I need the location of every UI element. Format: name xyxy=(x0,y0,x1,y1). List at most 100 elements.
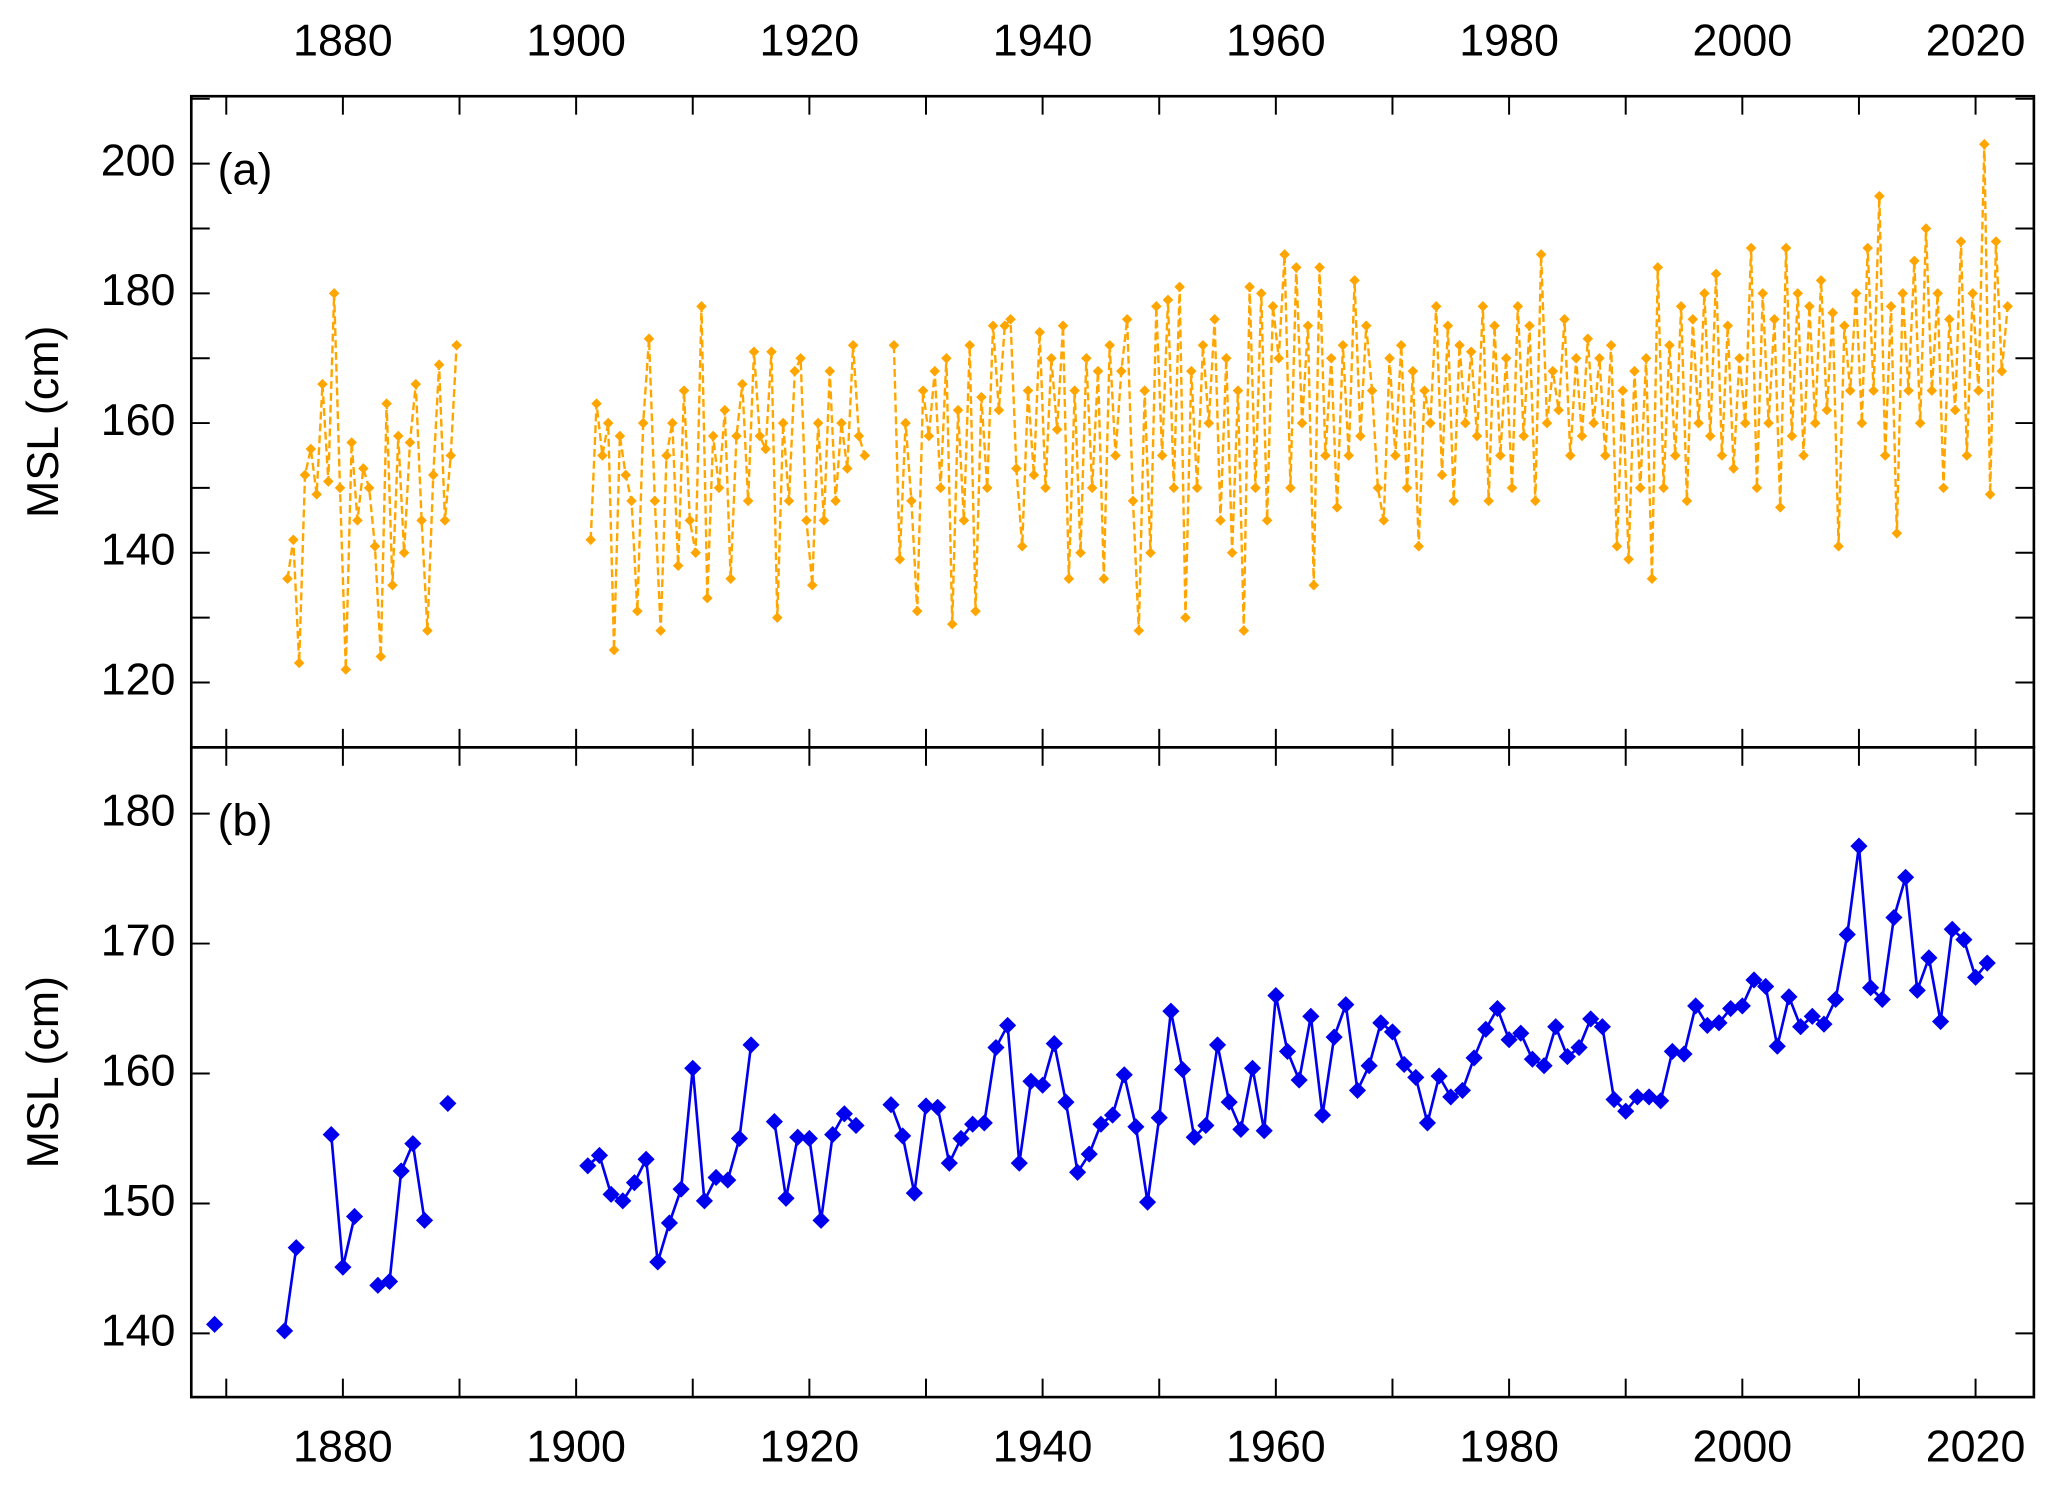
data-point xyxy=(1250,482,1261,494)
data-point xyxy=(1313,1106,1332,1124)
data-point xyxy=(1372,482,1384,494)
data-point xyxy=(696,301,707,312)
data-point xyxy=(812,1211,830,1229)
data-point xyxy=(620,469,631,481)
data-point xyxy=(352,515,363,526)
data-point xyxy=(1541,417,1553,429)
x-tick-label: 1960 xyxy=(1226,15,1326,65)
data-point xyxy=(1442,320,1454,332)
data-point xyxy=(1658,482,1669,494)
data-point xyxy=(1040,482,1051,494)
data-point xyxy=(1605,339,1617,351)
data-point xyxy=(923,430,935,442)
data-point xyxy=(1197,339,1209,351)
data-point xyxy=(334,482,346,494)
data-point xyxy=(1168,482,1180,494)
data-point xyxy=(299,469,311,481)
data-point xyxy=(1600,450,1611,461)
y-tick-label: 200 xyxy=(101,136,176,186)
data-point xyxy=(1675,1045,1693,1063)
data-point xyxy=(1710,268,1722,280)
data-point xyxy=(1418,1114,1437,1132)
data-point xyxy=(1652,262,1664,273)
data-point xyxy=(1005,314,1016,325)
data-point xyxy=(917,1097,935,1115)
data-point xyxy=(1757,977,1775,996)
data-point xyxy=(637,417,649,429)
data-point xyxy=(1325,352,1337,364)
data-point xyxy=(1355,430,1366,442)
data-point xyxy=(1780,242,1792,254)
data-point xyxy=(1278,1042,1297,1060)
x-tick-label: 1900 xyxy=(526,15,626,65)
data-point xyxy=(1011,463,1022,474)
data-point xyxy=(1226,547,1238,559)
data-point xyxy=(1185,1128,1203,1146)
data-point xyxy=(766,346,777,357)
data-point xyxy=(1932,1012,1950,1031)
data-point xyxy=(964,339,975,351)
data-point xyxy=(905,1184,923,1202)
data-point xyxy=(1285,482,1296,494)
data-point xyxy=(404,437,416,448)
data-point xyxy=(719,1171,737,1189)
data-point xyxy=(1979,138,1990,150)
data-point xyxy=(1360,1057,1378,1075)
data-point xyxy=(1448,495,1459,507)
data-point xyxy=(415,1211,434,1229)
data-point xyxy=(1664,339,1675,351)
data-point xyxy=(789,365,801,377)
data-point xyxy=(894,1127,912,1145)
data-point xyxy=(1821,404,1833,416)
data-point xyxy=(1022,385,1034,396)
data-point xyxy=(1558,1048,1576,1066)
data-point xyxy=(1792,1018,1810,1036)
data-point xyxy=(1104,339,1115,351)
data-point xyxy=(1174,281,1185,293)
data-point xyxy=(358,463,369,474)
data-point xyxy=(1413,541,1424,552)
data-point xyxy=(1617,385,1629,396)
data-point xyxy=(1244,281,1255,293)
data-point xyxy=(655,625,666,636)
data-point xyxy=(1302,320,1314,332)
data-point xyxy=(1243,1059,1262,1077)
data-point xyxy=(672,560,684,572)
data-point xyxy=(328,288,340,299)
data-point xyxy=(1728,463,1739,474)
data-point xyxy=(929,365,941,377)
data-point xyxy=(1401,482,1413,494)
data-point xyxy=(1395,339,1407,351)
data-point xyxy=(375,651,387,662)
data-point xyxy=(1938,482,1949,494)
data-point xyxy=(1255,288,1267,299)
data-point xyxy=(1687,997,1705,1015)
data-point xyxy=(888,339,900,351)
data-point xyxy=(760,443,771,455)
data-point xyxy=(380,1272,399,1291)
data-point xyxy=(929,1098,947,1116)
data-point xyxy=(1162,294,1174,306)
data-point xyxy=(1495,450,1506,461)
data-point xyxy=(1815,1015,1833,1033)
data-point xyxy=(690,547,701,559)
data-point xyxy=(1768,1037,1786,1055)
data-point xyxy=(1635,482,1646,494)
data-point xyxy=(1162,1002,1180,1020)
data-point xyxy=(1874,190,1885,202)
data-point xyxy=(1360,320,1372,332)
data-point xyxy=(1407,365,1419,377)
data-point xyxy=(1850,837,1868,855)
data-point xyxy=(1366,385,1378,396)
data-point xyxy=(1582,333,1594,345)
data-point xyxy=(1699,288,1710,299)
data-point xyxy=(608,644,620,656)
data-point xyxy=(1926,385,1938,396)
data-point xyxy=(772,612,783,623)
data-point xyxy=(1675,301,1687,312)
data-point xyxy=(1337,996,1355,1014)
data-point xyxy=(1104,1106,1122,1124)
data-point xyxy=(1238,625,1250,636)
data-point xyxy=(1127,495,1139,507)
data-point xyxy=(1022,1072,1040,1090)
